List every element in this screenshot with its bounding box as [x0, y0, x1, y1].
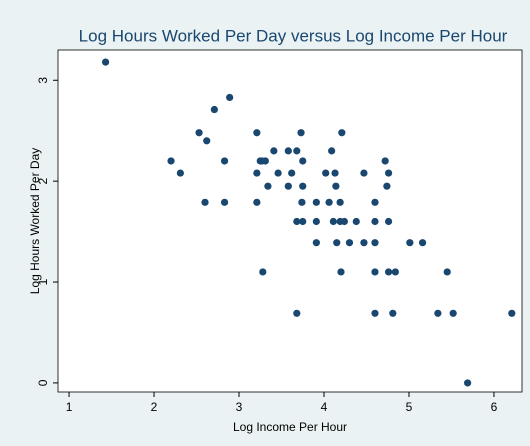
point	[270, 147, 278, 155]
point	[258, 157, 266, 165]
point	[220, 157, 229, 165]
point	[418, 239, 427, 247]
point	[210, 105, 218, 114]
point	[259, 268, 267, 276]
point	[293, 147, 301, 155]
point	[389, 309, 397, 317]
point	[167, 157, 175, 165]
point	[371, 268, 379, 276]
point	[253, 169, 261, 177]
point	[297, 129, 305, 137]
point	[226, 93, 234, 102]
point	[329, 217, 337, 226]
point	[383, 182, 391, 190]
point	[340, 217, 348, 226]
x-axis-label: Log Income Per Hour	[233, 420, 347, 434]
x-tick-label: 1	[66, 400, 73, 414]
point	[391, 268, 399, 276]
point	[332, 182, 340, 190]
x-tick-label: 4	[321, 400, 328, 414]
point	[434, 309, 442, 317]
point	[293, 217, 301, 226]
x-tick-label: 3	[236, 400, 243, 414]
x-tick-label: 6	[491, 400, 498, 414]
point	[312, 239, 320, 247]
point	[312, 198, 320, 206]
y-tick-label: 0	[36, 379, 50, 386]
y-axis-label: Log Hours Worked Per Day	[28, 148, 42, 295]
point	[333, 239, 341, 247]
point	[443, 268, 451, 276]
point	[274, 169, 282, 177]
point	[336, 198, 344, 206]
point	[253, 129, 261, 137]
point	[449, 309, 457, 317]
point	[384, 217, 393, 226]
point	[293, 309, 301, 317]
point	[176, 169, 184, 177]
point	[312, 217, 320, 226]
point	[284, 182, 292, 190]
point	[360, 239, 368, 247]
x-tick-label: 2	[151, 400, 158, 414]
point	[345, 239, 354, 247]
point	[371, 309, 379, 317]
point	[384, 268, 393, 276]
y-tick-label: 2	[36, 177, 50, 184]
point	[253, 198, 261, 206]
point	[299, 182, 307, 190]
point	[331, 169, 339, 177]
point	[264, 182, 272, 190]
point	[201, 198, 209, 206]
point	[338, 129, 346, 137]
point	[352, 217, 360, 226]
point	[384, 169, 393, 177]
point	[195, 129, 203, 137]
point	[406, 239, 414, 247]
plot-area	[57, 49, 523, 393]
point	[360, 169, 368, 177]
point	[328, 147, 336, 155]
point	[284, 147, 292, 155]
point	[203, 137, 211, 145]
point	[298, 198, 306, 206]
chart-title: Log Hours Worked Per Day versus Log Inco…	[79, 26, 508, 45]
point	[220, 198, 229, 206]
point	[371, 239, 379, 247]
point	[322, 169, 330, 177]
point	[299, 157, 307, 165]
point	[337, 268, 345, 276]
point	[101, 58, 110, 66]
x-tick-label: 5	[406, 400, 413, 414]
point	[371, 198, 379, 206]
point	[508, 309, 516, 317]
point	[381, 157, 389, 165]
point	[325, 198, 333, 206]
point	[288, 169, 296, 177]
y-tick-label: 3	[36, 77, 50, 84]
point	[299, 217, 307, 226]
point	[371, 217, 379, 226]
y-tick-label: 1	[36, 278, 50, 285]
point	[464, 379, 472, 387]
